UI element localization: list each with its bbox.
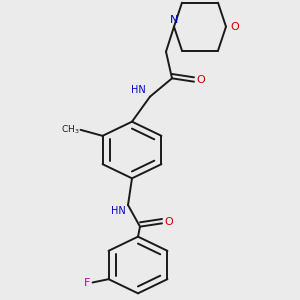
Text: HN: HN	[111, 206, 126, 216]
Text: O: O	[165, 217, 174, 227]
Text: CH$_3$: CH$_3$	[61, 124, 80, 136]
Text: N: N	[170, 15, 178, 25]
Text: F: F	[84, 278, 91, 287]
Text: O: O	[231, 22, 240, 32]
Text: O: O	[197, 75, 206, 85]
Text: HN: HN	[131, 85, 146, 95]
